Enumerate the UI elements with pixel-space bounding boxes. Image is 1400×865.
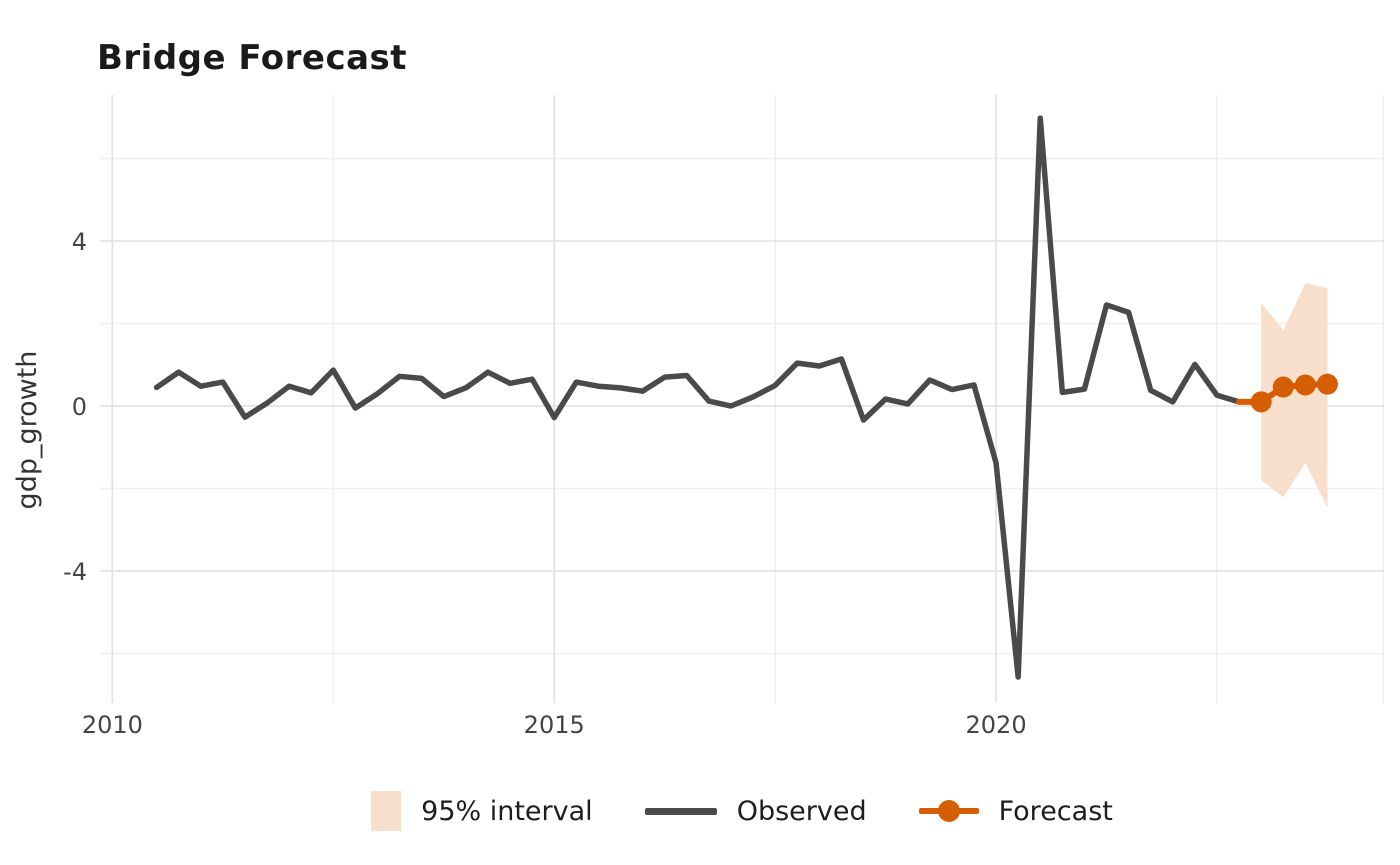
interval-ribbon [1261, 283, 1328, 508]
legend-item-interval: 95% interval [371, 791, 593, 831]
x-tick-label: 2020 [966, 711, 1027, 739]
y-tick-label: 0 [72, 393, 87, 421]
legend: 95% interval Observed Forecast [100, 783, 1384, 839]
forecast-points [1250, 373, 1338, 413]
chart-title: Bridge Forecast [97, 38, 408, 78]
legend-label-interval: 95% interval [421, 795, 593, 827]
observed-line [153, 115, 1242, 680]
forecast-key-icon [918, 800, 979, 822]
gridlines-minor [100, 95, 1384, 703]
y-tick-label: -4 [63, 558, 87, 586]
x-tick-label: 2010 [82, 711, 143, 739]
legend-item-observed: Observed [644, 795, 867, 827]
observed-key-line-icon [644, 807, 717, 815]
forecast-point [1294, 374, 1316, 396]
gridlines-major [100, 95, 1384, 703]
legend-item-forecast: Forecast [918, 795, 1113, 827]
forecast-point [1250, 391, 1272, 413]
legend-label-observed: Observed [736, 795, 867, 827]
forecast-point [1272, 376, 1294, 398]
y-tick-label: 4 [72, 228, 87, 256]
interval-swatch-icon [371, 791, 402, 831]
x-tick-label: 2015 [524, 711, 585, 739]
legend-label-forecast: Forecast [998, 795, 1113, 827]
axis-tick-labels: 4 0 -4 2010 2015 2020 [63, 228, 1027, 739]
plot-area: 4 0 -4 2010 2015 2020 [63, 95, 1384, 739]
forecast-point [1316, 373, 1338, 395]
